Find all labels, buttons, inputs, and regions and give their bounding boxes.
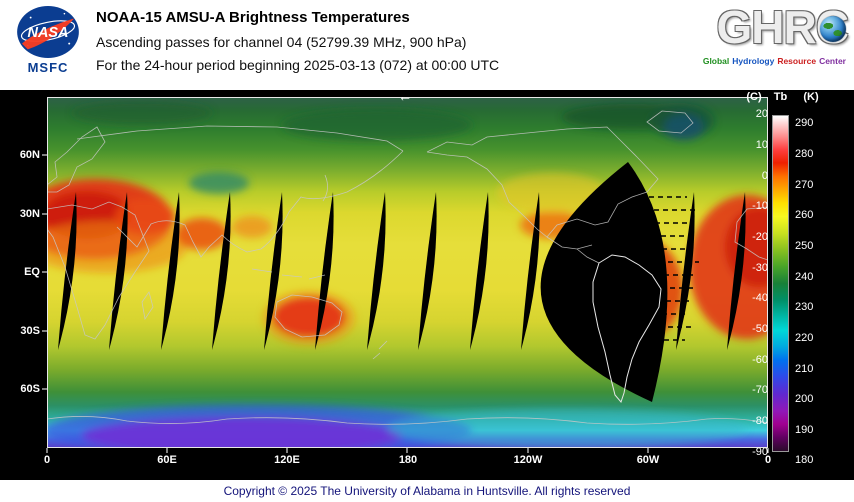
south-america-outline [592,254,662,403]
colorbar-k-tick: 250 [795,240,814,252]
ghrc-tagline-word: Hydrology [732,56,775,66]
colorbar-k-tick: 280 [795,148,814,160]
lon-label-60e: 60E [157,454,177,466]
ghrc-tagline-word: Global [702,56,730,66]
nasa-star [68,42,71,45]
no-data-region [540,162,668,402]
colorbar-k-tick: 270 [795,179,814,191]
colorbar-k-tick: 240 [795,271,814,283]
colorbar-c-tick: -40 [752,292,768,304]
colorbar-c-tick: -70 [752,384,768,396]
brightness-temperature-map [42,97,769,453]
left-arrow-icon: ← [398,88,412,104]
lat-label-60s: 60S [20,383,40,395]
lat-label-eq: EQ [24,266,40,278]
coastlines [47,110,768,425]
colorbar-k-tick: 200 [795,393,814,405]
scan-marks [617,196,699,341]
ghrc-tagline-word: Center [819,56,846,66]
nasa-star [63,12,66,15]
lon-label-0w: 0 [764,454,772,466]
colorbar-k-tick: 230 [795,301,814,313]
copyright-text: Copyright © 2025 The University of Alaba… [223,484,631,498]
colorbar-k-tick: 220 [795,332,814,344]
globe-icon [820,16,846,42]
lon-label-0e: 0 [43,454,51,466]
subtitle-channel: Ascending passes for channel 04 (52799.3… [96,34,467,50]
colorbar-unit-tb: Tb [773,91,788,103]
lon-label-120w: 120W [513,454,543,466]
ghrc-letters: GHR [716,1,817,53]
colorbar-k-tick: 290 [795,117,814,129]
colorbar-c-tick: -90 [752,446,768,458]
colorbar-c-tick: -30 [752,262,768,274]
footer: Copyright © 2025 The University of Alaba… [0,480,854,502]
colorbar-unit-celsius: (C) [746,91,762,103]
nasa-orbit [20,20,76,42]
subtitle-period: For the 24-hour period beginning 2025-03… [96,57,500,73]
header: NASA MSFC NOAA-15 AMSU-A Brightness Temp… [0,0,854,90]
colorbar-c-tick: -50 [752,323,768,335]
lon-label-180: 180 [398,454,418,466]
lat-label-60n: 60N [19,149,40,161]
ghrc-tagline: Global Hydrology Resource Center [676,56,846,66]
colorbar-c-tick: 0 [761,170,768,182]
title-block: NOAA-15 AMSU-A Brightness Temperatures A… [96,9,499,80]
nasa-wordmark: NASA [28,25,69,41]
ghrc-tagline-word: Resource [777,56,817,66]
colorbar [772,115,789,452]
colorbar-c-tick: -10 [752,200,768,212]
lat-label-30s: 30S [20,325,40,337]
colorbar-c-tick: -80 [752,415,768,427]
map-panel: 60N 30N EQ 30S 60S 0 60E 120E 180 120W 6… [0,88,854,480]
nasa-star [29,16,32,19]
colorbar-k-tick: 190 [795,424,814,436]
map-clip-group [47,97,768,448]
nasa-logo-block: NASA MSFC [10,5,86,75]
lon-label-60w: 60W [636,454,660,466]
colorbar-k-tick: 210 [795,363,814,375]
lat-label-30n: 30N [19,208,40,220]
colorbar-c-tick: 10 [755,139,768,151]
swath-gaps [58,192,746,350]
plot-border [47,97,768,448]
colorbar-c-tick: -60 [752,354,768,366]
page-title: NOAA-15 AMSU-A Brightness Temperatures [96,9,410,26]
nasa-swoosh [21,18,75,50]
colorbar-c-tick: 20 [755,108,768,120]
lon-label-120e: 120E [274,454,300,466]
msfc-label: MSFC [27,60,69,75]
colorbar-c-tick: -20 [752,231,768,243]
axis-ticks [42,154,769,453]
colorbar-k-tick: 180 [795,454,814,466]
colorbar-unit-kelvin: (K) [803,91,819,103]
nasa-logo-icon: NASA [17,5,79,59]
colorbar-k-tick: 260 [795,209,814,221]
